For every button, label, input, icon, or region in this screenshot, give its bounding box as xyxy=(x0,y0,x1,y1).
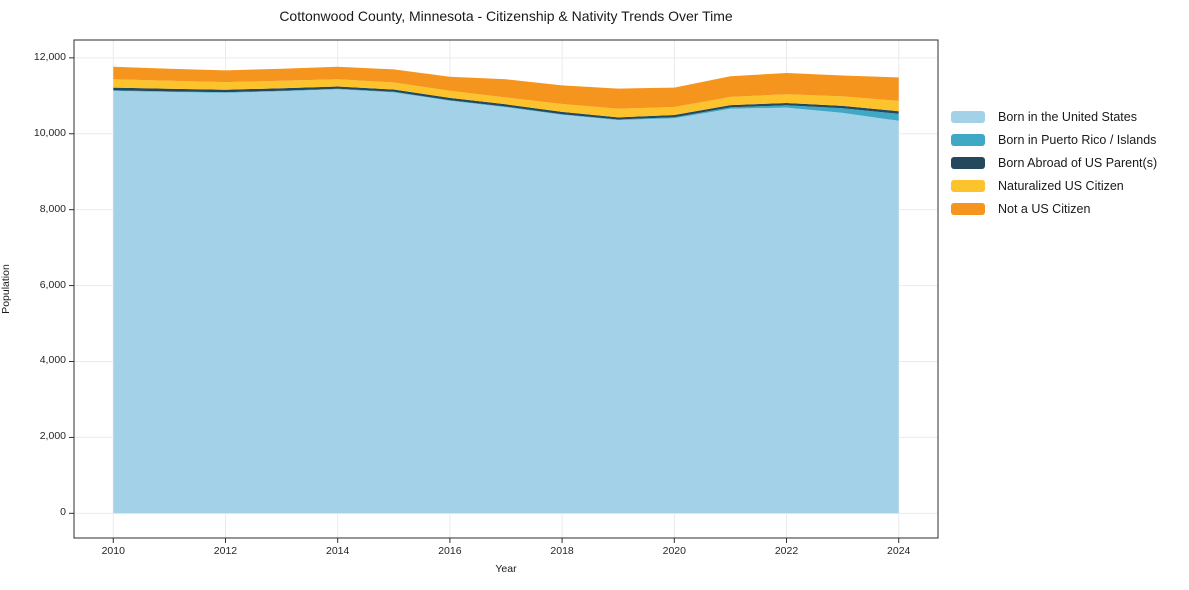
y-tick-label: 8,000 xyxy=(39,202,66,215)
area-series-3 xyxy=(113,79,899,118)
legend: Born in the United States Born in Puerto … xyxy=(951,105,1157,220)
x-tick-label: 2022 xyxy=(774,545,799,557)
x-tick-label: 2010 xyxy=(101,545,125,557)
legend-item: Born in the United States xyxy=(951,105,1157,128)
chart-title: Cottonwood County, Minnesota - Citizensh… xyxy=(279,8,733,24)
x-tick-label: 2024 xyxy=(887,545,911,557)
x-tick-label: 2012 xyxy=(213,545,238,557)
area-series-2 xyxy=(113,86,899,120)
x-axis-label: Year xyxy=(495,563,517,575)
area-series-1 xyxy=(113,88,899,121)
legend-item: Not a US Citizen xyxy=(951,197,1157,220)
y-tick-label: 12,000 xyxy=(33,50,66,63)
x-tick-label: 2018 xyxy=(550,545,574,557)
legend-swatch xyxy=(951,133,985,146)
x-tick-label: 2014 xyxy=(326,545,350,557)
legend-label: Naturalized US Citizen xyxy=(998,178,1124,193)
y-tick-label: 10,000 xyxy=(33,126,66,139)
area-series-4 xyxy=(113,66,899,109)
legend-swatch xyxy=(951,202,985,215)
legend-swatch xyxy=(951,110,985,123)
area-series-0 xyxy=(113,89,899,514)
y-tick-label: 2,000 xyxy=(39,430,66,443)
legend-item: Born Abroad of US Parent(s) xyxy=(951,151,1157,174)
x-tick-label: 2020 xyxy=(662,545,686,557)
legend-label: Born Abroad of US Parent(s) xyxy=(998,155,1158,170)
y-tick-label: 4,000 xyxy=(39,354,66,367)
x-tick-label: 2016 xyxy=(438,545,462,557)
legend-label: Born in the United States xyxy=(998,109,1137,124)
legend-item: Born in Puerto Rico / Islands xyxy=(951,128,1157,151)
y-tick-label: 0 xyxy=(60,506,66,519)
plot-border xyxy=(73,39,939,539)
legend-swatch xyxy=(951,179,985,192)
legend-label: Not a US Citizen xyxy=(998,201,1091,216)
legend-item: Naturalized US Citizen xyxy=(951,174,1157,197)
y-tick-label: 6,000 xyxy=(39,278,66,291)
legend-swatch xyxy=(951,156,985,169)
legend-label: Born in Puerto Rico / Islands xyxy=(998,132,1157,147)
